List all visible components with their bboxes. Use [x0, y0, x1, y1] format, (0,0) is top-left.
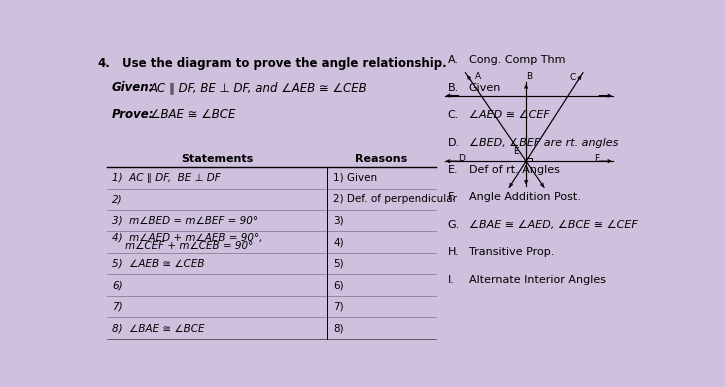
Text: ∠BAE ≅ ∠AED, ∠BCE ≅ ∠CEF: ∠BAE ≅ ∠AED, ∠BCE ≅ ∠CEF — [469, 220, 637, 230]
Text: Given: Given — [469, 83, 501, 93]
Text: Def of rt. Angles: Def of rt. Angles — [469, 165, 560, 175]
Text: ∠AED ≅ ∠CEF: ∠AED ≅ ∠CEF — [469, 110, 550, 120]
Text: Statements: Statements — [181, 154, 253, 164]
Text: F.: F. — [447, 192, 456, 202]
Text: ∠BED, ∠BEF are rt. angles: ∠BED, ∠BEF are rt. angles — [469, 138, 618, 148]
Text: 4.: 4. — [97, 57, 110, 70]
Text: 1) Given: 1) Given — [334, 173, 378, 183]
Text: Given:: Given: — [112, 81, 154, 94]
Text: 8)  ∠BAE ≅ ∠BCE: 8) ∠BAE ≅ ∠BCE — [112, 323, 204, 333]
Text: 7): 7) — [334, 301, 344, 312]
Text: 5)  ∠AEB ≅ ∠CEB: 5) ∠AEB ≅ ∠CEB — [112, 259, 204, 269]
Text: 6): 6) — [112, 280, 123, 290]
Text: I.: I. — [447, 275, 455, 285]
Text: 4): 4) — [334, 237, 344, 247]
Text: H.: H. — [447, 247, 459, 257]
Text: 5): 5) — [334, 259, 344, 269]
Text: B: B — [526, 72, 532, 81]
Text: Alternate Interior Angles: Alternate Interior Angles — [469, 275, 606, 285]
Text: ∠BAE ≅ ∠BCE: ∠BAE ≅ ∠BCE — [149, 108, 235, 120]
Text: C.: C. — [447, 110, 459, 120]
Text: E.: E. — [447, 165, 458, 175]
Text: A.: A. — [447, 55, 458, 65]
Text: 8): 8) — [334, 323, 344, 333]
Text: Angle Addition Post.: Angle Addition Post. — [469, 192, 581, 202]
Text: 4)  m∠AED + m∠AEB = 90°,: 4) m∠AED + m∠AEB = 90°, — [112, 233, 262, 242]
Text: E: E — [513, 147, 519, 156]
Text: 7): 7) — [112, 301, 123, 312]
Text: D.: D. — [447, 138, 460, 147]
Text: 1)  AC ∥ DF,  BE ⊥ DF: 1) AC ∥ DF, BE ⊥ DF — [112, 173, 220, 183]
Text: F: F — [594, 154, 599, 163]
Text: Transitive Prop.: Transitive Prop. — [469, 247, 554, 257]
Text: Use the diagram to prove the angle relationship.: Use the diagram to prove the angle relat… — [122, 57, 447, 70]
Text: D: D — [458, 154, 465, 163]
Text: 2): 2) — [112, 194, 123, 204]
Text: Prove:: Prove: — [112, 108, 154, 120]
Text: Cong. Comp Thm: Cong. Comp Thm — [469, 55, 566, 65]
Text: 2) Def. of perpendicular: 2) Def. of perpendicular — [334, 194, 457, 204]
Text: G.: G. — [447, 220, 460, 230]
Text: C: C — [570, 73, 576, 82]
Text: Reasons: Reasons — [355, 154, 407, 164]
Text: AC ∥ DF, BE ⊥ DF, and ∠AEB ≅ ∠CEB: AC ∥ DF, BE ⊥ DF, and ∠AEB ≅ ∠CEB — [149, 81, 368, 94]
Text: B.: B. — [447, 83, 459, 93]
Text: A: A — [476, 72, 481, 81]
Text: 3)  m∠BED = m∠BEF = 90°: 3) m∠BED = m∠BEF = 90° — [112, 216, 258, 226]
Text: 6): 6) — [334, 280, 344, 290]
Text: 3): 3) — [334, 216, 344, 226]
Text: m∠CEF + m∠CEB = 90°: m∠CEF + m∠CEB = 90° — [112, 241, 253, 252]
